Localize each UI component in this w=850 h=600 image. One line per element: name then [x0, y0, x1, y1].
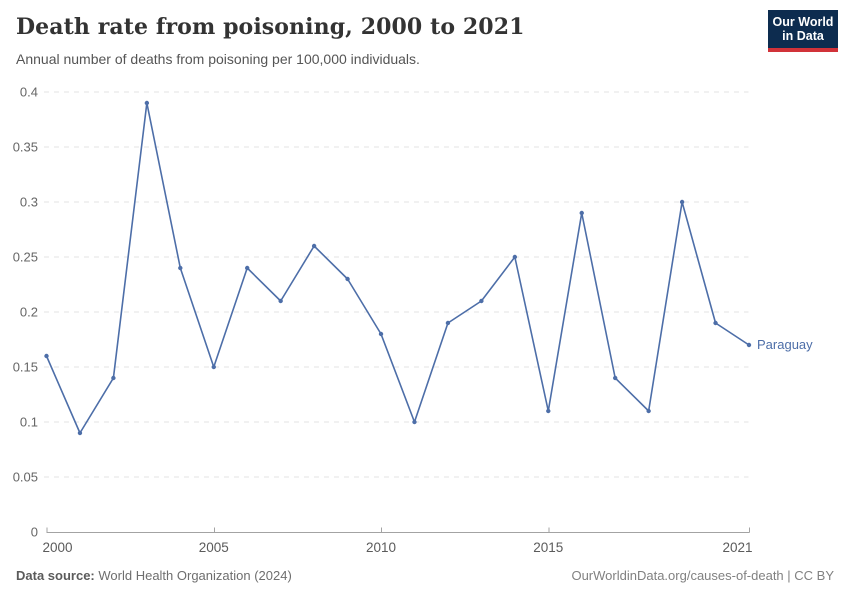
x-axis-label: 2000	[43, 540, 73, 555]
x-axis-label: 2021	[722, 540, 752, 555]
chart-subtitle: Annual number of deaths from poisoning p…	[16, 51, 420, 67]
y-axis-label: 0.35	[13, 140, 38, 155]
y-axis-label: 0.15	[13, 360, 38, 375]
x-axis-label: 2010	[366, 540, 396, 555]
data-source-value: World Health Organization (2024)	[98, 568, 292, 583]
data-source-label: Data source:	[16, 568, 95, 583]
data-point[interactable]	[612, 375, 618, 381]
data-point[interactable]	[713, 320, 718, 326]
x-axis-label: 2005	[199, 540, 229, 555]
credit-line: OurWorldinData.org/causes-of-death | CC …	[571, 568, 834, 583]
data-point[interactable]	[479, 298, 484, 304]
series-entity-label[interactable]: Paraguay	[757, 337, 813, 352]
data-point[interactable]	[445, 320, 451, 326]
data-point[interactable]	[546, 408, 551, 414]
y-axis-label: 0.1	[20, 415, 38, 430]
line-series-paraguay[interactable]	[45, 102, 750, 434]
owid-logo: Our World in Data	[768, 10, 838, 52]
data-point[interactable]	[211, 364, 216, 370]
owid-logo-line1: Our World	[772, 15, 834, 29]
data-point[interactable]	[278, 298, 283, 304]
chart-footer: Data source: World Health Organization (…	[0, 568, 850, 583]
data-source: Data source: World Health Organization (…	[16, 568, 292, 583]
data-point[interactable]	[646, 408, 651, 414]
data-point[interactable]	[44, 353, 49, 359]
owid-logo-line2: in Data	[782, 29, 824, 43]
y-axis-label: 0.05	[13, 470, 38, 485]
data-point[interactable]	[77, 430, 83, 436]
data-point[interactable]	[311, 243, 317, 249]
y-axis-label: 0.3	[20, 195, 38, 210]
data-point[interactable]	[111, 375, 116, 381]
page-title: Death rate from poisoning, 2000 to 2021	[16, 14, 525, 40]
data-point[interactable]	[245, 265, 250, 271]
y-axis-label: 0	[31, 525, 38, 540]
y-axis-label: 0.2	[20, 305, 38, 320]
data-point[interactable]	[378, 331, 384, 337]
x-axis-label: 2015	[533, 540, 563, 555]
data-point[interactable]	[412, 419, 417, 425]
y-axis-label: 0.4	[20, 85, 38, 100]
data-point[interactable]	[679, 199, 685, 205]
data-point[interactable]	[746, 342, 752, 348]
data-point[interactable]	[345, 276, 350, 282]
data-point[interactable]	[579, 210, 584, 216]
data-point[interactable]	[178, 265, 183, 271]
data-point[interactable]	[512, 254, 518, 260]
y-axis-label: 0.25	[13, 250, 38, 265]
data-point[interactable]	[144, 100, 150, 106]
